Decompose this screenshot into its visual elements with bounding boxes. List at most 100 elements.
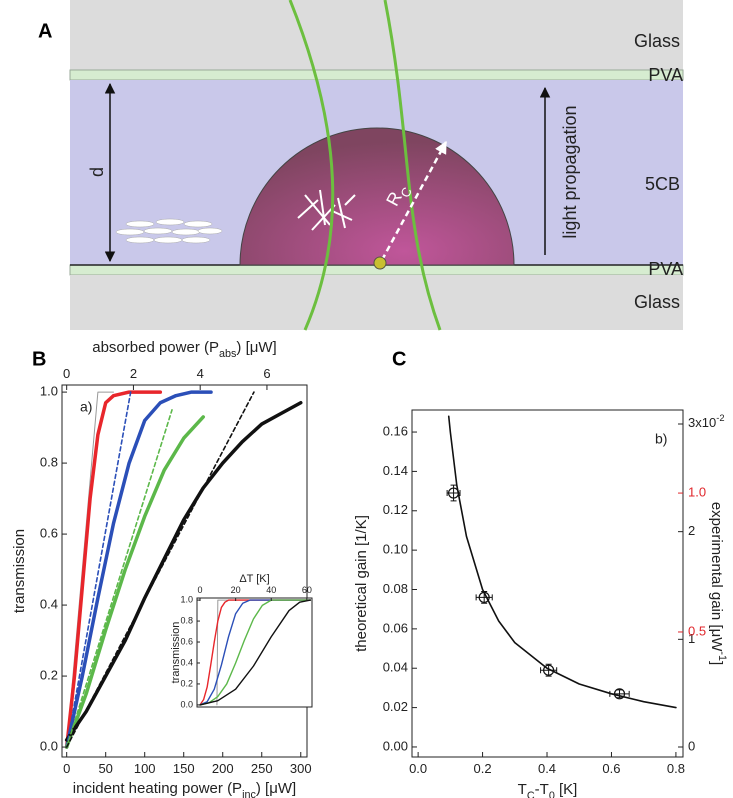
y-tick-label: 0.08 bbox=[383, 581, 408, 596]
y-tick-label: 0.8 bbox=[180, 615, 193, 625]
text-segment: -2 bbox=[716, 413, 724, 423]
x-tick-label: 0.4 bbox=[538, 761, 556, 776]
text-segment: 3x10 bbox=[688, 415, 716, 430]
y-tick-label: 0.6 bbox=[180, 636, 193, 646]
particle bbox=[373, 256, 387, 270]
data-line bbox=[65, 391, 255, 748]
x-tick-label: 0.0 bbox=[409, 761, 427, 776]
y-tick-label: 1.0 bbox=[40, 384, 58, 399]
y-tick-label: 1.0 bbox=[180, 594, 193, 604]
plot-tag: a) bbox=[80, 399, 92, 415]
plot-frame bbox=[196, 597, 313, 708]
y-tick-label: 0.4 bbox=[180, 657, 193, 667]
x-tick-label: 0.2 bbox=[474, 761, 492, 776]
y2-tick-label: 1 bbox=[688, 631, 695, 646]
x-tick-label: 100 bbox=[134, 761, 156, 776]
plot-frame bbox=[411, 409, 684, 758]
y-tick-label: 0.04 bbox=[383, 660, 408, 675]
data-line bbox=[65, 409, 173, 748]
series-group bbox=[64, 390, 303, 749]
panel-label: A bbox=[38, 20, 52, 42]
glass-layer bbox=[70, 0, 683, 70]
text-segment: absorbed power (P bbox=[92, 339, 219, 356]
x2-tick-label: 60 bbox=[302, 585, 312, 595]
x2-tick-label: 0 bbox=[63, 366, 70, 381]
text-segment: inc bbox=[242, 789, 256, 798]
text-segment: C bbox=[527, 790, 535, 798]
y2-tick-label: 0.5 bbox=[688, 623, 706, 638]
data-line bbox=[447, 415, 677, 709]
x2-tick-label: 20 bbox=[231, 585, 241, 595]
y-tick-label: 0.8 bbox=[40, 455, 58, 470]
series-group bbox=[446, 415, 677, 709]
x2-tick-label: 40 bbox=[266, 585, 276, 595]
x-tick-label: 300 bbox=[290, 761, 312, 776]
y-tick-label: 0.4 bbox=[40, 597, 58, 612]
beam-edge bbox=[383, 0, 442, 331]
data-line bbox=[64, 415, 205, 749]
x-tick-label: 0.6 bbox=[602, 761, 620, 776]
x2-axis-title: ΔT [K] bbox=[239, 573, 269, 585]
y-tick-label: 0.2 bbox=[40, 668, 58, 683]
y2-tick-label: 1.0 bbox=[688, 485, 706, 500]
text-segment: T bbox=[518, 781, 527, 798]
beam-edge bbox=[288, 0, 335, 331]
layer-label: Glass bbox=[634, 31, 680, 51]
y2-tick-label: 2 bbox=[688, 523, 695, 538]
layer-label: Glass bbox=[634, 292, 680, 312]
text-segment: ) [μW] bbox=[256, 780, 296, 797]
data-point bbox=[543, 664, 555, 676]
radius-arrow bbox=[380, 140, 448, 261]
layer-label: PVA bbox=[648, 65, 683, 85]
data-line bbox=[64, 400, 303, 742]
text-segment: [K] bbox=[555, 781, 578, 798]
y-tick-label: 0.12 bbox=[383, 502, 408, 517]
glass-layer bbox=[70, 275, 683, 330]
x2-tick-label: 6 bbox=[263, 366, 270, 381]
y-tick-label: 0.6 bbox=[40, 526, 58, 541]
text-segment: ) [μW] bbox=[236, 339, 276, 356]
text-segment: abs bbox=[219, 348, 237, 360]
y-tick-label: 0.0 bbox=[40, 738, 58, 753]
data-line bbox=[199, 599, 312, 706]
layer-label: PVA bbox=[648, 259, 683, 279]
y-tick-label: 0.0 bbox=[180, 699, 193, 709]
panel-label: B bbox=[32, 348, 46, 370]
y-axis-title: transmission bbox=[11, 529, 28, 613]
x-tick-label: 150 bbox=[173, 761, 195, 776]
data-line bbox=[64, 390, 163, 749]
y2-tick-label: 3x10-2 bbox=[688, 413, 725, 430]
y-tick-label: 0.10 bbox=[383, 542, 408, 557]
y-tick-label: 0.06 bbox=[383, 620, 408, 635]
series-group bbox=[199, 599, 312, 706]
panel-label: C bbox=[392, 348, 406, 370]
y-tick-label: 0.14 bbox=[383, 463, 408, 478]
data-line bbox=[199, 599, 312, 706]
x-axis-title: incident heating power (Pinc) [μW] bbox=[73, 780, 296, 798]
text-segment: experimental gain [μW bbox=[708, 502, 725, 652]
plot-tag: b) bbox=[655, 431, 667, 447]
pva-layer bbox=[69, 69, 684, 81]
y-axis-title: theoretical gain [1/K] bbox=[353, 515, 370, 652]
text-segment: ] bbox=[708, 661, 725, 665]
x-tick-label: 200 bbox=[212, 761, 234, 776]
data-line bbox=[199, 599, 312, 706]
data-line bbox=[64, 390, 213, 749]
light-label: light propagation bbox=[560, 105, 580, 238]
thickness-label: d bbox=[87, 167, 107, 177]
x2-tick-label: 2 bbox=[130, 366, 137, 381]
x2-axis-title: absorbed power (Pabs) [μW] bbox=[92, 339, 276, 360]
text-segment: 0 bbox=[549, 790, 555, 798]
text-segment: incident heating power (P bbox=[73, 780, 242, 797]
y-axis-title: transmission bbox=[170, 622, 182, 684]
x-tick-label: 50 bbox=[98, 761, 112, 776]
x-tick-label: 0 bbox=[63, 761, 70, 776]
y-tick-label: 0.2 bbox=[180, 678, 193, 688]
text-segment: -T bbox=[535, 781, 549, 798]
cell-diagram: RC d light propagation Glass PVA 5CB PVA… bbox=[69, 0, 684, 331]
heated-region bbox=[239, 127, 515, 266]
x2-tick-label: 4 bbox=[197, 366, 204, 381]
layer-label: 5CB bbox=[645, 174, 680, 194]
y-tick-label: 0.00 bbox=[383, 738, 408, 753]
